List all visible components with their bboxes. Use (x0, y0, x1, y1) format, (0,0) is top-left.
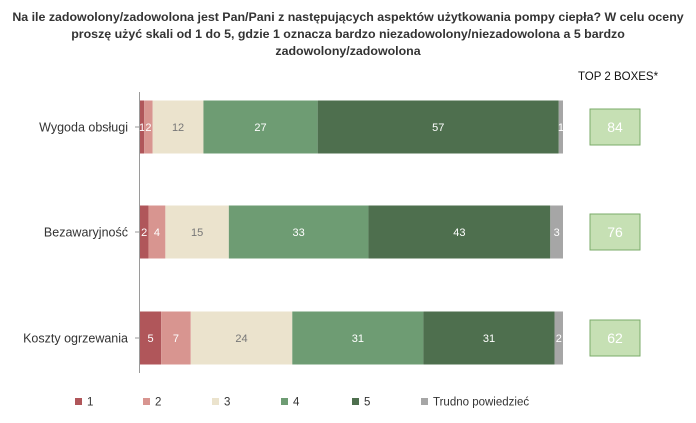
legend-swatch-1 (75, 398, 82, 405)
bar-segment-wygoda-obslugi-trudno-powiedziec (558, 100, 563, 154)
bar-segment-koszty-ogrzewania-5 (423, 311, 555, 365)
bar-segment-koszty-ogrzewania-3 (190, 311, 293, 365)
category-label-koszty-ogrzewania: Koszty ogrzewania (23, 332, 128, 346)
legend-swatch-3 (212, 398, 219, 405)
legend-label-4: 4 (293, 397, 300, 409)
data-label-koszty-ogrzewania-1: 5 (148, 333, 154, 345)
data-label-bezawaryjnosc-2: 4 (154, 227, 160, 239)
legend-label-1: 1 (87, 397, 93, 409)
top2-box-koszty-ogrzewania (589, 319, 641, 357)
data-label-bezawaryjnosc-3: 15 (191, 227, 203, 239)
data-label-bezawaryjnosc-5: 43 (453, 227, 465, 239)
bar-segment-wygoda-obslugi-1 (140, 100, 145, 154)
data-label-koszty-ogrzewania-3: 24 (235, 333, 247, 345)
data-label-wygoda-obslugi-1: 1 (139, 122, 145, 134)
top2-header: TOP 2 BOXES* (578, 71, 659, 83)
data-label-bezawaryjnosc-1: 2 (141, 227, 147, 239)
bar-segment-wygoda-obslugi-5 (317, 100, 559, 154)
legend-swatch-trudno-powiedziec (421, 398, 428, 405)
data-label-bezawaryjnosc-trudno-powiedziec: 3 (554, 227, 560, 239)
bar-segment-koszty-ogrzewania-trudno-powiedziec (554, 311, 563, 365)
data-label-wygoda-obslugi-2: 2 (145, 122, 151, 134)
category-label-bezawaryjnosc: Bezawaryjność (44, 226, 128, 240)
bar-segment-wygoda-obslugi-4 (203, 100, 318, 154)
legend-label-3: 3 (224, 397, 230, 409)
legend-label-trudno-powiedziec: Trudno powiedzieć (433, 397, 529, 409)
data-label-koszty-ogrzewania-5: 31 (483, 333, 495, 345)
bar-segment-bezawaryjnosc-1 (140, 205, 149, 259)
bar-segment-bezawaryjnosc-4 (228, 205, 369, 259)
data-label-wygoda-obslugi-3: 12 (172, 122, 184, 134)
bar-segment-bezawaryjnosc-3 (165, 205, 229, 259)
category-label-wygoda-obslugi: Wygoda obsługi (39, 121, 128, 135)
bar-segment-wygoda-obslugi-3 (152, 100, 204, 154)
top2-box-wygoda-obslugi (589, 108, 641, 146)
data-label-koszty-ogrzewania-trudno-powiedziec: 2 (556, 333, 562, 345)
top2-value-koszty-ogrzewania: 62 (607, 330, 623, 346)
top2-value-bezawaryjnosc: 76 (607, 224, 623, 240)
data-label-wygoda-obslugi-trudno-powiedziec: 1 (558, 122, 564, 134)
bar-segment-koszty-ogrzewania-4 (292, 311, 424, 365)
bar-segment-bezawaryjnosc-trudno-powiedziec (550, 205, 563, 259)
chart-title: Na ile zadowolony/zadowolona jest Pan/Pa… (0, 9, 696, 60)
data-label-wygoda-obslugi-5: 57 (432, 122, 444, 134)
chart-title-line-2: proszę użyć skali od 1 do 5, gdzie 1 ozn… (71, 27, 625, 58)
legend-group: 1 2 3 4 5 Trudno powiedzieć (75, 397, 529, 409)
top2-box-bezawaryjnosc (589, 213, 641, 251)
legend-swatch-4 (281, 398, 288, 405)
legend-swatch-5 (352, 398, 359, 405)
top2-group: 84 76 62 TOP 2 BOXES* (578, 71, 659, 357)
axis-group: Wygoda obsługi Bezawaryjność Koszty ogrzew… (23, 92, 140, 373)
data-label-koszty-ogrzewania-4: 31 (352, 333, 364, 345)
bars-group: 1 2 12 27 57 12 4 15 33 43 35 7 24 31 31 2 (139, 100, 564, 365)
legend-swatch-2 (143, 398, 150, 405)
bar-segment-koszty-ogrzewania-2 (161, 311, 191, 365)
data-label-koszty-ogrzewania-2: 7 (173, 333, 179, 345)
legend-label-2: 2 (155, 397, 161, 409)
chart-title-line-1: Na ile zadowolony/zadowolona jest Pan/Pa… (12, 10, 684, 24)
legend-label-5: 5 (364, 397, 370, 409)
bar-segment-wygoda-obslugi-2 (144, 100, 153, 154)
bar-segment-koszty-ogrzewania-1 (140, 311, 162, 365)
bar-segment-bezawaryjnosc-5 (368, 205, 551, 259)
data-label-bezawaryjnosc-4: 33 (293, 227, 305, 239)
top2-value-wygoda-obslugi: 84 (607, 119, 623, 135)
bar-segment-bezawaryjnosc-2 (148, 205, 166, 259)
data-label-wygoda-obslugi-4: 27 (254, 122, 266, 134)
